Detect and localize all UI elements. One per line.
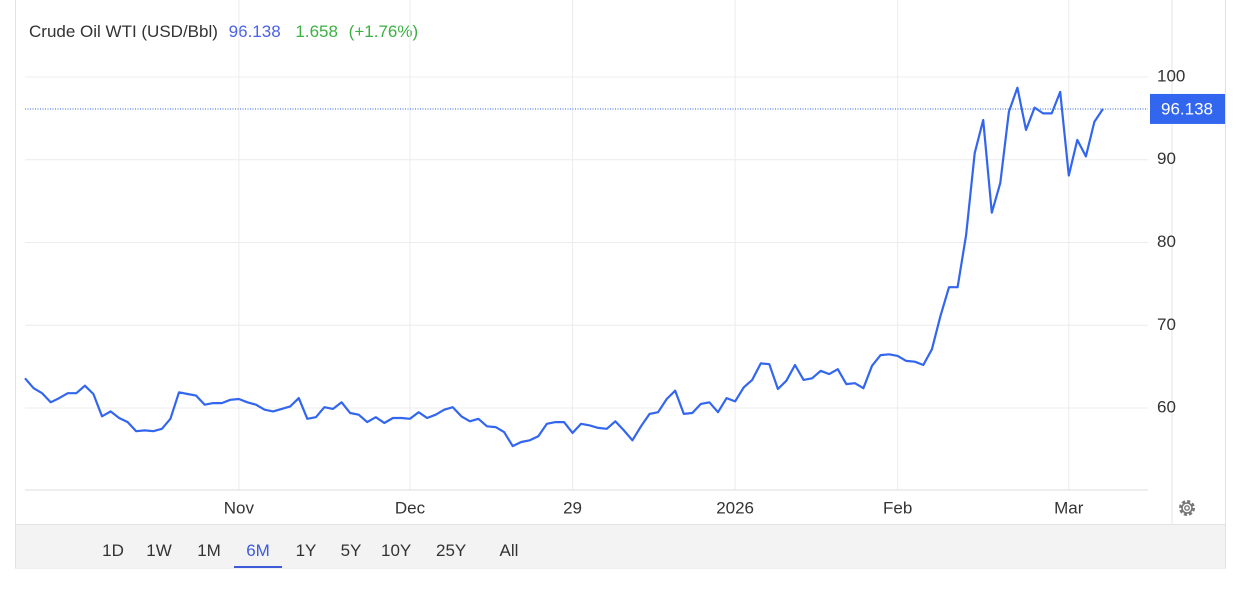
y-tick-label: 100 [1157,66,1185,85]
change: 1.658 [295,22,338,41]
y-tick-label: 60 [1157,398,1176,417]
range-button[interactable]: 10Y [381,541,412,560]
range-button[interactable]: 1D [102,541,124,560]
range-button[interactable]: 1Y [295,541,317,560]
range-button[interactable]: 1W [146,541,172,560]
range-button[interactable]: All [499,541,519,560]
y-tick-label: 80 [1157,232,1176,251]
toolbar: 1D 1W 1M 6M 1Y 5Y 10Y 25Y All [16,524,1225,568]
x-tick-label: Feb [883,498,912,517]
x-tick-label: 29 [563,498,582,517]
range-button[interactable]: 1M [197,541,221,560]
x-tick-label: Mar [1054,498,1084,517]
chart-title: Crude Oil WTI (USD/Bbl) [29,22,218,41]
x-tick-label: Dec [395,498,426,517]
range-button[interactable]: 6M [234,525,282,568]
range-button[interactable]: 5Y [340,541,362,560]
range-button[interactable]: 25Y [436,541,467,560]
x-tick-label: Nov [224,498,255,517]
chart-header: Crude Oil WTI (USD/Bbl) 96.138 1.658 (+1… [29,22,418,41]
last-price-box [1150,93,1225,124]
x-tick-label: 2026 [716,498,754,517]
frame [15,0,1226,569]
change-percent: (+1.76%) [349,22,418,41]
y-tick-label: 70 [1157,315,1176,334]
settings-icon[interactable] [1179,500,1195,516]
price: 96.138 [229,22,281,41]
y-tick-label: 90 [1157,149,1176,168]
grid [25,0,1148,490]
price-line [24,86,1104,448]
last-price-label: 96.138 [1161,99,1213,118]
